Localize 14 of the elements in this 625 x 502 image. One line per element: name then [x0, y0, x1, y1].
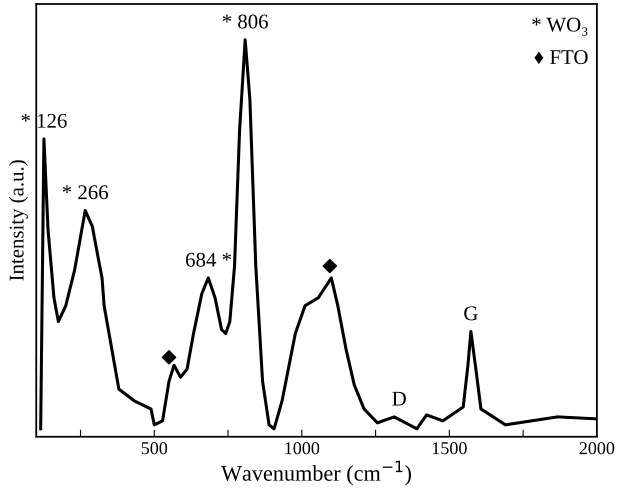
x-tick-label: 1000 [285, 442, 320, 454]
y-axis-title: Intensity (a.u.) [8, 160, 28, 281]
annotation: D [392, 392, 406, 406]
x-tick-label: 1500 [432, 442, 467, 454]
annotation: 684 * [186, 252, 232, 267]
annotation: * 266 [62, 185, 108, 200]
annotation: G [464, 306, 478, 320]
x-tick-label: 2000 [580, 442, 614, 454]
annotation: * 806 [222, 14, 268, 29]
x-tick-label: 500 [142, 442, 168, 454]
annotation: * 126 [22, 114, 67, 128]
annotation: ♦ FTO [534, 50, 588, 64]
x-axis-title: Wavenumber (cm$^{−1}$) [221, 460, 411, 486]
text: * WO₃ [532, 18, 588, 36]
